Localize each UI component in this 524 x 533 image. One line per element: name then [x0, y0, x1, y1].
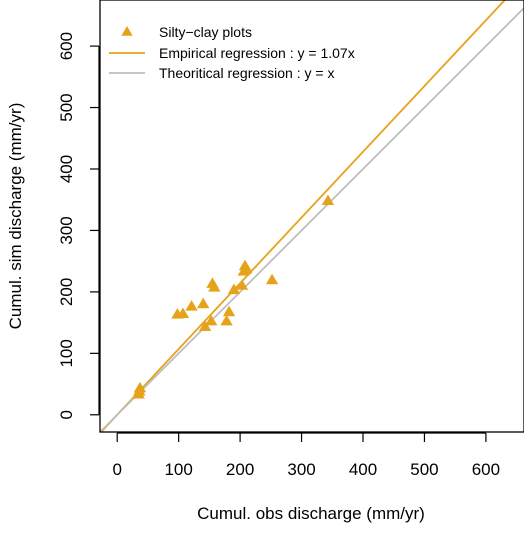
y-tick-label: 200: [57, 278, 76, 306]
y-tick-label: 400: [57, 155, 76, 183]
data-point-19: [265, 273, 279, 285]
legend: Silty−clay plots Empirical regression : y…: [109, 24, 355, 81]
data-point-12: [220, 314, 233, 326]
x-tick-label: 100: [164, 460, 192, 479]
data-point-8: [198, 320, 212, 331]
data-point-13: [222, 305, 236, 317]
legend-label: Silty−clay plots: [159, 24, 252, 40]
x-tick-label: 0: [112, 460, 121, 479]
y-tick-label: 500: [57, 93, 76, 121]
x-axis-label: Cumul. obs discharge (mm/yr): [197, 504, 425, 523]
data-point-11: [208, 281, 221, 292]
x-tick-label: 400: [349, 460, 377, 479]
plot-frame: [99, 0, 524, 433]
regression-lines: [100, 0, 524, 432]
data-point-3: [133, 381, 147, 393]
legend-marker-triangle: [121, 26, 133, 36]
data-point-14: [227, 283, 241, 295]
y-axis: 0 100 200 300 400 500 600: [57, 32, 100, 420]
regression-line-1: [100, 0, 507, 432]
x-tick-label: 600: [472, 460, 500, 479]
x-tick-label: 500: [410, 460, 438, 479]
y-tick-label: 0: [57, 410, 76, 419]
legend-label: Theoritical regression : y = x: [159, 65, 334, 81]
x-tick-label: 200: [226, 460, 254, 479]
data-point-7: [197, 297, 210, 309]
data-point-9: [205, 314, 218, 326]
legend-label: Empirical regression : y = 1.07x: [159, 45, 355, 61]
data-point-18: [240, 263, 253, 274]
y-axis-label: Cumul. sim discharge (mm/yr): [6, 103, 25, 330]
x-tick-label: 300: [287, 460, 315, 479]
data-point-15: [235, 279, 249, 290]
y-tick-label: 100: [57, 339, 76, 367]
y-tick-label: 600: [57, 32, 76, 60]
data-point-5: [176, 307, 190, 319]
regression-line-2: [100, 7, 524, 432]
y-tick-label: 300: [57, 216, 76, 244]
x-axis: 0 100 200 300 400 500 600: [112, 432, 500, 479]
data-points: [132, 194, 335, 399]
data-point-6: [185, 300, 198, 311]
data-point-20: [321, 194, 335, 205]
